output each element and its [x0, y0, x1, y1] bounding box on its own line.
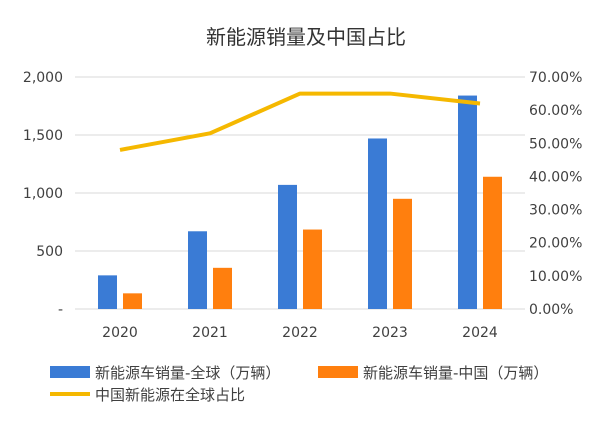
bar-china — [303, 230, 322, 309]
bar-global — [368, 138, 387, 309]
right-tick-label: 10.00% — [529, 269, 582, 285]
right-axis: 0.00% 10.00% 20.00% 30.00% 40.00% 50.00% 60.00… — [529, 70, 582, 318]
chart-title: 新能源销量及中国占比 — [206, 25, 406, 49]
bar-global — [278, 185, 297, 309]
right-tick-label: 70.00% — [529, 70, 582, 86]
left-tick-label: 2,000 — [23, 70, 63, 86]
grid-lines — [75, 77, 525, 309]
right-tick-label: 30.00% — [529, 203, 582, 219]
line-layer — [120, 93, 480, 150]
legend-swatch — [318, 366, 358, 378]
bar-global — [458, 96, 477, 309]
left-tick-label: 500 — [36, 244, 63, 260]
legend-label: 新能源车销量-中国（万辆） — [363, 364, 548, 382]
legend-swatch — [50, 366, 90, 378]
x-tick-label: 2023 — [372, 325, 408, 341]
bar-global — [98, 275, 117, 309]
legend-label: 中国新能源在全球占比 — [95, 386, 245, 404]
x-tick-label: 2021 — [192, 325, 228, 341]
right-tick-label: 20.00% — [529, 236, 582, 252]
right-tick-label: 40.00% — [529, 169, 582, 185]
legend-label: 新能源车销量-全球（万辆） — [95, 364, 280, 382]
x-tick-label: 2020 — [102, 325, 138, 341]
x-tick-label: 2024 — [462, 325, 498, 341]
x-axis: 2020 2021 2022 2023 2024 — [102, 325, 498, 341]
bar-china — [213, 268, 232, 309]
right-tick-label: 0.00% — [529, 302, 573, 318]
bars-layer — [98, 96, 502, 309]
bar-global — [188, 231, 207, 309]
right-tick-label: 60.00% — [529, 103, 582, 119]
left-tick-label: 1,000 — [23, 186, 63, 202]
legend: 新能源车销量-全球（万辆） 新能源车销量-中国（万辆） 中国新能源在全球占比 — [50, 364, 548, 404]
left-axis: - 500 1,000 1,500 2,000 — [23, 70, 63, 318]
right-tick-label: 50.00% — [529, 136, 582, 152]
bar-china — [393, 199, 412, 309]
left-tick-label: 1,500 — [23, 128, 63, 144]
x-tick-label: 2022 — [282, 325, 318, 341]
bar-china — [123, 293, 142, 309]
bar-china — [483, 177, 502, 309]
share-line — [120, 94, 480, 150]
left-tick-label: - — [58, 302, 63, 318]
